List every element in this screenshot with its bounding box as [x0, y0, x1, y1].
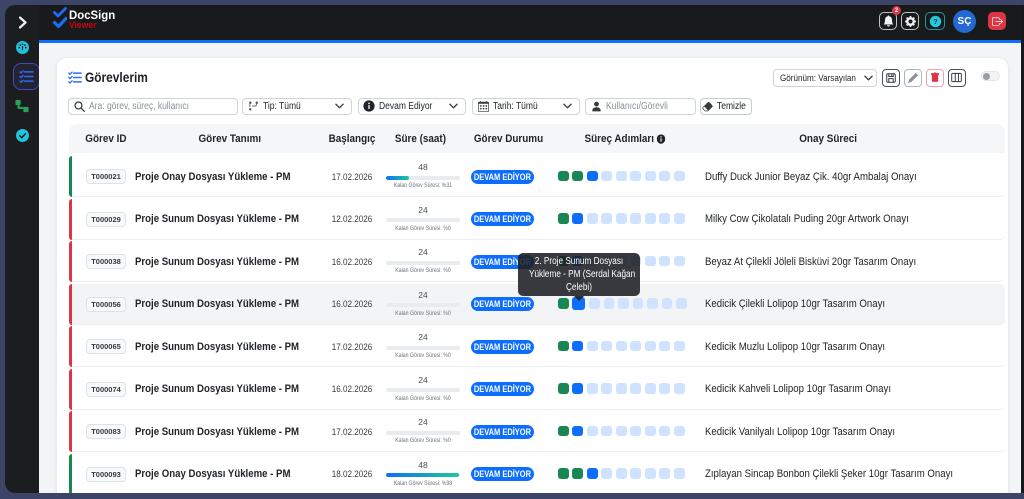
svg-text:?: ? — [933, 17, 938, 26]
